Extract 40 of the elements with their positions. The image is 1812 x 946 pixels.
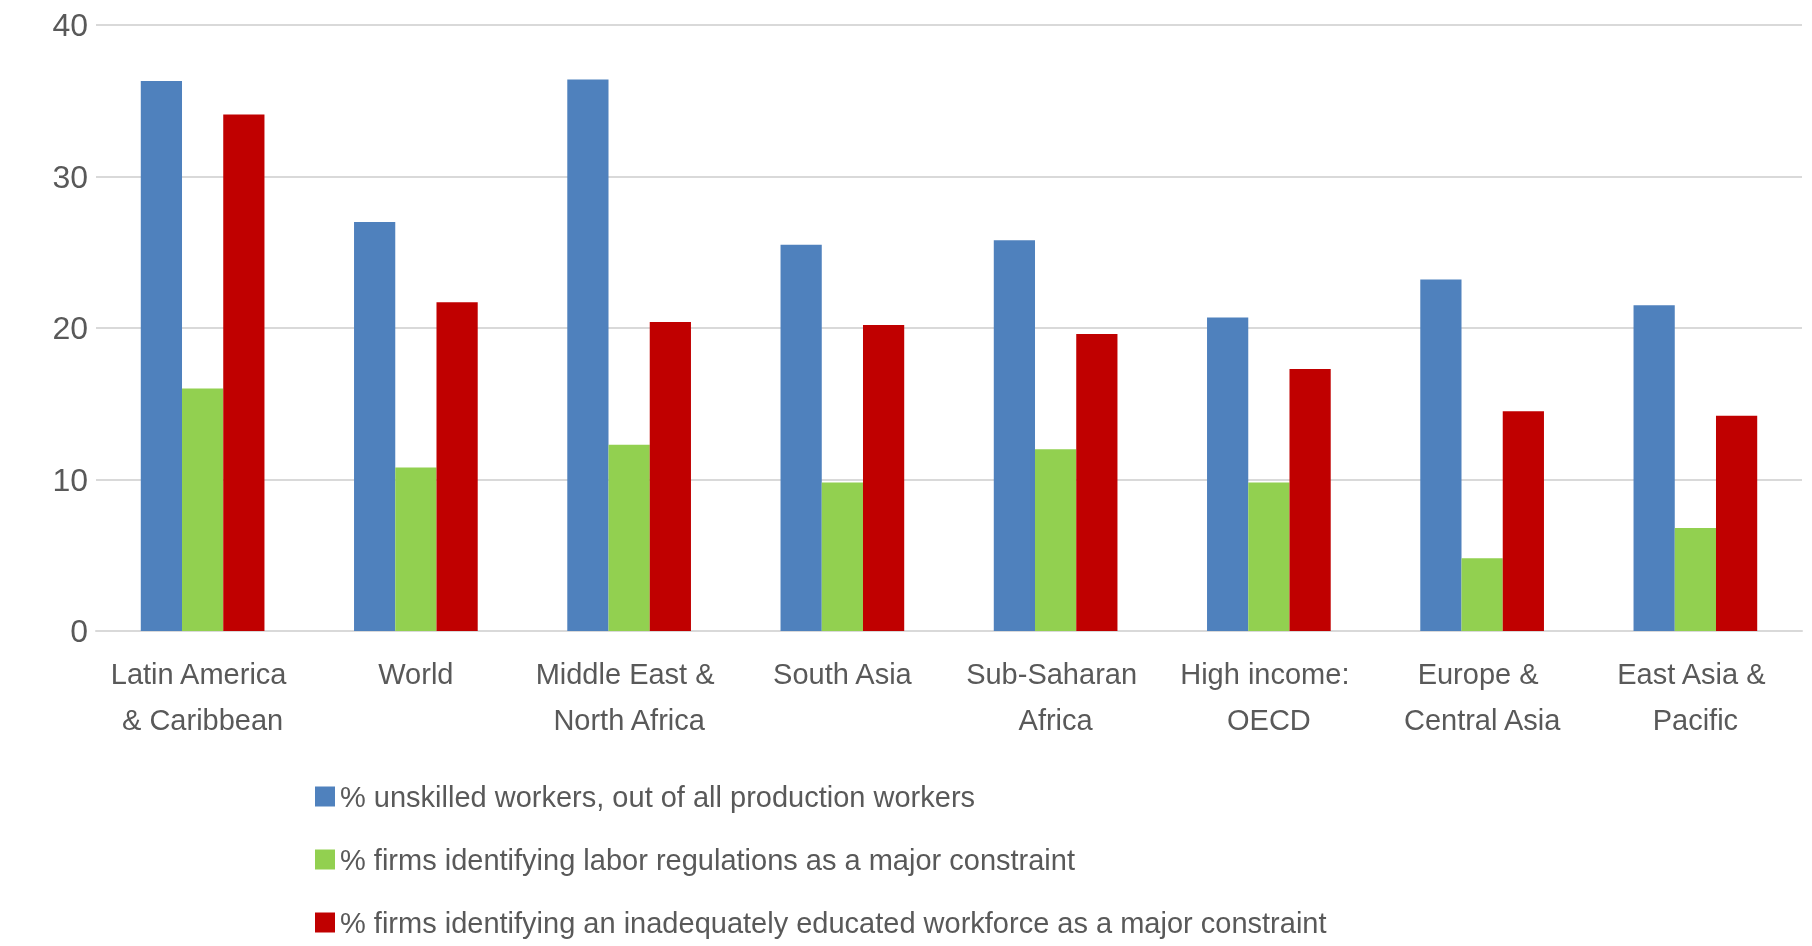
legend-label: % firms identifying an inadequately educated workforce as a major constraint <box>340 906 1327 939</box>
x-tick-label: East Asia & Pacific <box>1617 658 1774 736</box>
bar <box>649 321 691 631</box>
bar <box>1035 449 1077 631</box>
bar <box>1420 279 1462 631</box>
bar <box>1674 527 1716 631</box>
y-tick-label: 40 <box>52 7 88 43</box>
y-tick-label: 10 <box>52 461 88 498</box>
bar <box>1076 334 1118 631</box>
bar <box>1289 368 1331 631</box>
bar <box>780 244 822 631</box>
bar <box>608 444 650 631</box>
bar <box>395 467 437 631</box>
bar <box>1207 317 1249 631</box>
legend-label: % firms identifying labor regulations as a major constraint <box>340 843 1075 876</box>
bar <box>223 114 265 631</box>
x-tick-label: Latin America & Caribbean <box>110 658 295 736</box>
bar <box>821 482 863 631</box>
bar <box>1248 482 1290 631</box>
bar <box>1502 411 1544 631</box>
x-tick-label: Middle East & North Africa <box>535 658 723 736</box>
y-tick-label: 20 <box>52 310 88 346</box>
bar <box>1715 415 1758 631</box>
x-tick-label: South Asia <box>773 658 913 690</box>
bar <box>993 240 1036 631</box>
bar <box>1461 558 1503 631</box>
x-tick-label: World <box>378 658 454 690</box>
bar <box>140 81 183 631</box>
x-tick-label: Europe & Central Asia <box>1403 658 1562 736</box>
bar <box>567 79 609 631</box>
bar <box>436 302 478 631</box>
bar <box>182 388 224 631</box>
bar <box>354 221 396 631</box>
legend-label: % unskilled workers, out of all production workers <box>340 780 976 813</box>
y-tick-label: 30 <box>52 158 88 195</box>
bar <box>862 324 905 631</box>
x-tick-label: High income: OECD <box>1180 658 1358 736</box>
x-tick-label: Sub-Saharan Africa <box>966 658 1146 736</box>
y-tick-label: 0 <box>70 613 88 649</box>
bar <box>1633 305 1675 631</box>
